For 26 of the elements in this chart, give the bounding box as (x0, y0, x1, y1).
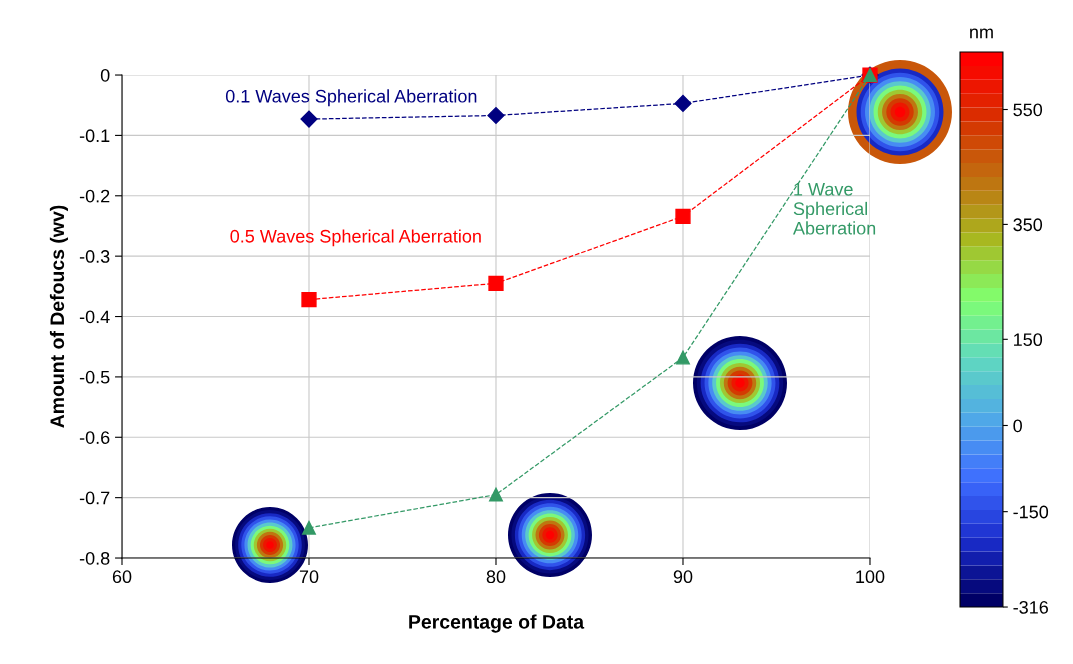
x-tick-label: 80 (486, 570, 506, 584)
y-tick-label: -0.2 (79, 189, 110, 203)
color-bar-label: -150 (1013, 505, 1049, 519)
x-axis-title: Percentage of Data (409, 614, 585, 633)
color-bar-label: 350 (1013, 218, 1043, 232)
y-axis-title: Amount of Defoucs (wv) (49, 205, 68, 428)
x-tick-label: 90 (673, 570, 693, 584)
y-tick-label: -0.1 (79, 129, 110, 143)
y-tick-label: -0.4 (79, 310, 110, 324)
color-bar-label: 0 (1013, 419, 1022, 433)
x-tick-label: 60 (112, 570, 132, 584)
color-bar-title: nm (970, 28, 993, 39)
y-tick-label: 0 (100, 68, 110, 82)
y-tick-label: -0.7 (79, 491, 110, 505)
series-label: 1 Wave Spherical Aberration (792, 183, 876, 235)
y-tick-label: -0.5 (79, 370, 110, 384)
series-label: 0.1 Waves Spherical Aberration (225, 89, 477, 107)
y-tick-label: -0.6 (79, 431, 110, 444)
color-bar-label: 150 (1014, 333, 1043, 347)
series-label: 0.5 Waves Spherical Aberration (230, 229, 481, 247)
y-tick-label: -0.3 (79, 250, 110, 263)
x-tick-label: 70 (299, 570, 319, 584)
x-tick-label: 100 (856, 570, 885, 584)
y-tick-label: -0.8 (79, 551, 110, 565)
color-bar-label: -316 (1013, 600, 1048, 614)
color-bar-label: 550 (1013, 103, 1043, 117)
